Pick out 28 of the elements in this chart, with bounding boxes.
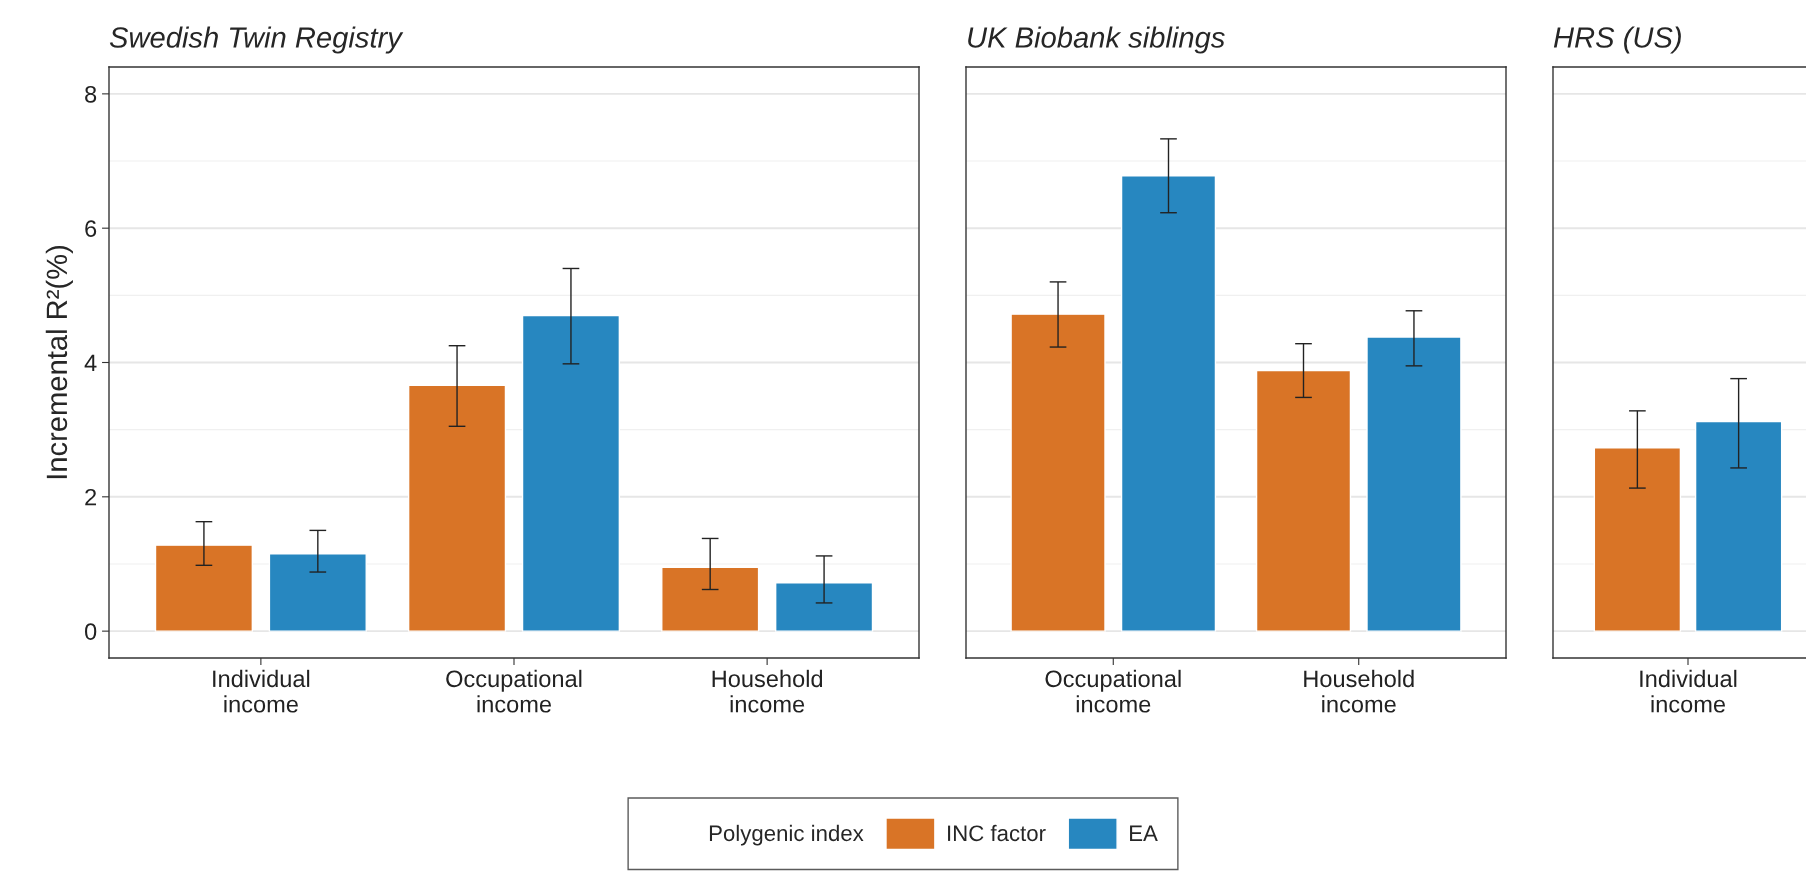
bar [1120, 175, 1217, 632]
chart-title: Swedish Twin Registry [109, 26, 404, 54]
y-tick-label: 4 [84, 354, 97, 372]
bar [407, 384, 507, 632]
bar [1255, 369, 1352, 632]
x-tick-label: Occupational income [446, 669, 582, 713]
bar [1366, 336, 1462, 632]
x-tick-label: Household income [712, 669, 823, 713]
bar [1010, 313, 1106, 632]
bar [774, 582, 874, 632]
chart-title: HRS (US) [1553, 26, 1681, 54]
legend-title: Polygenic index [709, 824, 864, 846]
bar [268, 553, 367, 632]
chart-title: UK Biobank siblings [968, 26, 1225, 54]
x-tick-label: Individual income [1640, 669, 1737, 713]
y-tick-label: 8 [85, 85, 97, 103]
legend-label: EA [1130, 825, 1158, 841]
bar [661, 566, 760, 632]
x-tick-label: Individual income [213, 669, 310, 713]
x-tick-label: Household income [1304, 669, 1414, 713]
y-tick-label: 2 [85, 488, 97, 506]
y-tick-label: 0 [84, 623, 97, 640]
legend-label: INC factor [948, 824, 1046, 842]
y-axis-title: Incremental R²(%) [45, 245, 73, 479]
bar [154, 544, 254, 632]
bar [521, 314, 621, 632]
x-tick-label: Occupational income [1045, 669, 1181, 713]
y-tick-label: 6 [85, 220, 97, 237]
